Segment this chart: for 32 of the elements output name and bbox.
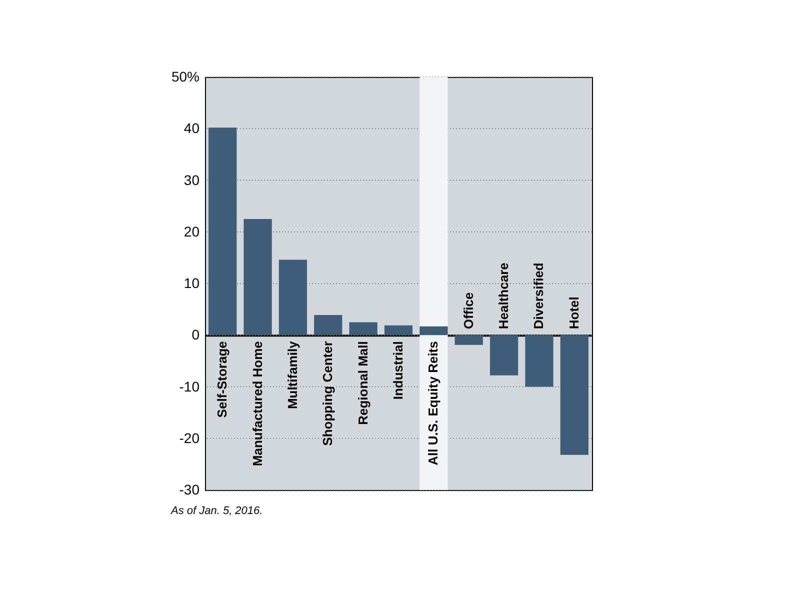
x-tick-label: Multifamily bbox=[284, 340, 300, 410]
bar bbox=[244, 218, 272, 336]
y-tick-label: 40 bbox=[184, 120, 200, 136]
text: As of Jan. 5, 2016. bbox=[170, 505, 263, 517]
bar bbox=[208, 128, 237, 336]
x-tick-label: Hotel bbox=[566, 296, 582, 330]
bar bbox=[384, 325, 413, 336]
x-tick-label: All U.S. Equity Reits bbox=[426, 341, 441, 466]
y-tick-label: -30 bbox=[179, 482, 200, 498]
bar bbox=[560, 335, 588, 455]
y-tick-label: -20 bbox=[179, 430, 200, 446]
x-tick-label: Shopping Center bbox=[320, 341, 336, 446]
bar bbox=[490, 335, 518, 376]
x-tick-label: Diversified bbox=[531, 262, 546, 330]
bar bbox=[349, 322, 378, 336]
x-tick-label: Regional Mall bbox=[355, 341, 370, 425]
x-tick-label: Self-Storage bbox=[214, 341, 230, 418]
x-tick-label: Industrial bbox=[390, 341, 406, 400]
bar bbox=[525, 335, 554, 387]
bar bbox=[420, 326, 448, 336]
y-tick-label: 50% bbox=[171, 68, 200, 84]
bar bbox=[278, 260, 308, 336]
y-tick-label: -10 bbox=[179, 378, 200, 394]
x-tick-label: Office bbox=[460, 292, 476, 330]
y-tick-label: 20 bbox=[184, 223, 200, 240]
y-tick-label: 30 bbox=[184, 172, 200, 188]
x-tick-label: Manufactured Home bbox=[250, 341, 265, 466]
y-tick-label: 0 bbox=[192, 326, 200, 343]
bar bbox=[314, 314, 342, 336]
y-tick-label: 10 bbox=[184, 275, 200, 291]
x-tick-label: Healthcare bbox=[496, 262, 512, 330]
bar bbox=[454, 335, 483, 345]
